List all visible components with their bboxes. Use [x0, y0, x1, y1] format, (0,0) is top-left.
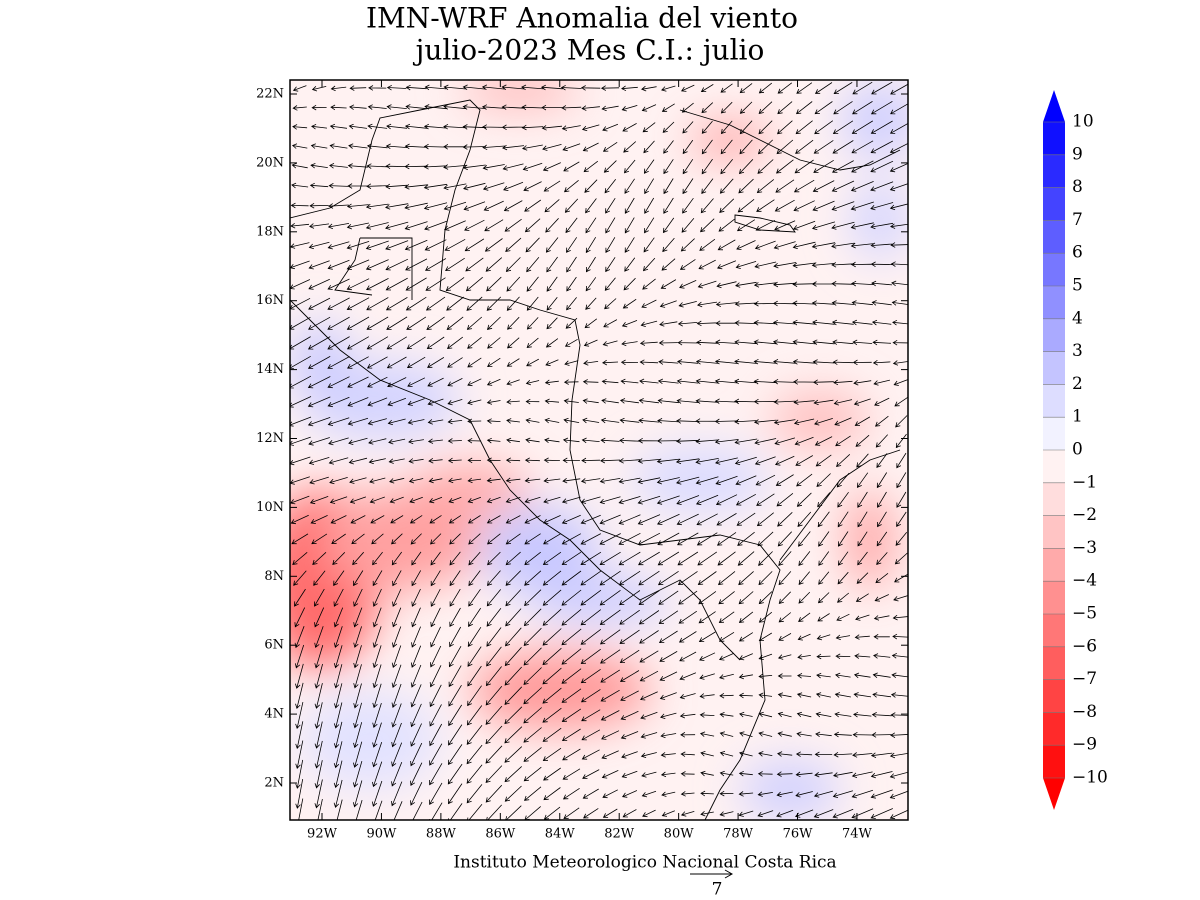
- colorbar-label: −5: [1072, 604, 1097, 624]
- lon-tick-label: 86W: [485, 827, 516, 842]
- colorbar-high: [1043, 90, 1065, 122]
- map-frame: [289, 79, 909, 821]
- colorbar-label: 0: [1072, 440, 1083, 460]
- lat-tick-label: 4N: [264, 707, 284, 722]
- colorbar-label: −2: [1072, 505, 1097, 525]
- title-line-2: julio-2023 Mes C.I.: julio: [413, 34, 765, 67]
- colorbar-swatch: [1043, 384, 1065, 418]
- colorbar-label: 7: [1072, 210, 1083, 230]
- colorbar-swatch: [1043, 646, 1065, 680]
- lat-tick-label: 12N: [256, 431, 284, 446]
- colorbar-swatch: [1043, 122, 1065, 155]
- lon-tick-label: 88W: [426, 827, 457, 842]
- colorbar-label: 3: [1072, 341, 1083, 361]
- colorbar-swatch: [1043, 220, 1065, 254]
- colorbar-label: −8: [1072, 702, 1097, 722]
- colorbar-low: [1043, 778, 1065, 810]
- colorbar-label: 5: [1072, 276, 1083, 296]
- colorbar-label: −7: [1072, 669, 1097, 689]
- colorbar-swatch: [1043, 614, 1065, 647]
- colorbar-swatch: [1043, 351, 1065, 385]
- colorbar-label: 6: [1072, 243, 1083, 263]
- lat-tick-label: 14N: [256, 362, 284, 377]
- colorbar-swatch: [1043, 154, 1065, 188]
- colorbar-label: −6: [1072, 636, 1097, 656]
- lat-tick-label: 2N: [264, 776, 284, 791]
- lat-tick-label: 8N: [264, 569, 284, 584]
- lat-tick-label: 16N: [256, 293, 284, 308]
- lat-tick-label: 10N: [256, 500, 284, 515]
- colorbar-swatch: [1043, 515, 1065, 549]
- colorbar-label: −9: [1072, 735, 1097, 755]
- lon-tick-label: 92W: [307, 827, 338, 842]
- colorbar-label: −4: [1072, 571, 1097, 591]
- map-area: [290, 80, 908, 820]
- colorbar-label: 10: [1072, 112, 1094, 132]
- colorbar-swatch: [1043, 253, 1065, 286]
- colorbar-swatch: [1043, 745, 1065, 778]
- wind-field: [290, 81, 908, 820]
- colorbar-swatch: [1043, 318, 1065, 352]
- coastlines: [290, 99, 901, 820]
- colorbar-swatch: [1043, 187, 1065, 221]
- footer: Instituto Meteorologico Nacional Costa R…: [453, 853, 836, 873]
- colorbar-label: 9: [1072, 144, 1083, 164]
- colorbar-label: 1: [1072, 407, 1083, 427]
- colorbar-swatch: [1043, 548, 1065, 582]
- colorbar-swatch: [1043, 417, 1065, 450]
- colorbar-swatch: [1043, 679, 1065, 713]
- lat-tick-label: 18N: [256, 224, 284, 239]
- colorbar-label: −3: [1072, 538, 1097, 558]
- colorbar-swatch: [1043, 286, 1065, 319]
- wind-arrows: [290, 81, 908, 820]
- colorbar-swatch: [1043, 712, 1065, 746]
- colorbar-swatch: [1043, 450, 1065, 483]
- lon-tick-label: 82W: [604, 827, 635, 842]
- lon-tick-label: 90W: [366, 827, 397, 842]
- colorbar-label: 2: [1072, 374, 1083, 394]
- lon-tick-label: 74W: [842, 827, 873, 842]
- axis-ticks: 22N 20N 18N 16N 14N 12N 10N 8N 6N 4N 2N 92W 90W 88W 86…: [256, 80, 908, 842]
- colorbar-label: 8: [1072, 177, 1083, 197]
- lon-tick-label: 84W: [545, 827, 576, 842]
- title-line-1: IMN-WRF Anomalia del viento: [366, 2, 798, 35]
- lon-tick-label: 80W: [664, 827, 695, 842]
- colorbar-swatch: [1043, 581, 1065, 614]
- lat-tick-label: 20N: [256, 155, 284, 170]
- colorbar-label: −10: [1072, 768, 1108, 788]
- reference-label: 7: [712, 880, 723, 900]
- lon-tick-label: 78W: [723, 827, 754, 842]
- lon-tick-label: 76W: [783, 827, 814, 842]
- lat-tick-label: 22N: [256, 87, 284, 102]
- colorbar-label: 4: [1072, 308, 1083, 328]
- reference-arrow: [690, 869, 734, 879]
- colorbar-swatch: [1043, 482, 1065, 516]
- lat-tick-label: 6N: [264, 638, 284, 653]
- colorbar-label: −1: [1072, 472, 1097, 492]
